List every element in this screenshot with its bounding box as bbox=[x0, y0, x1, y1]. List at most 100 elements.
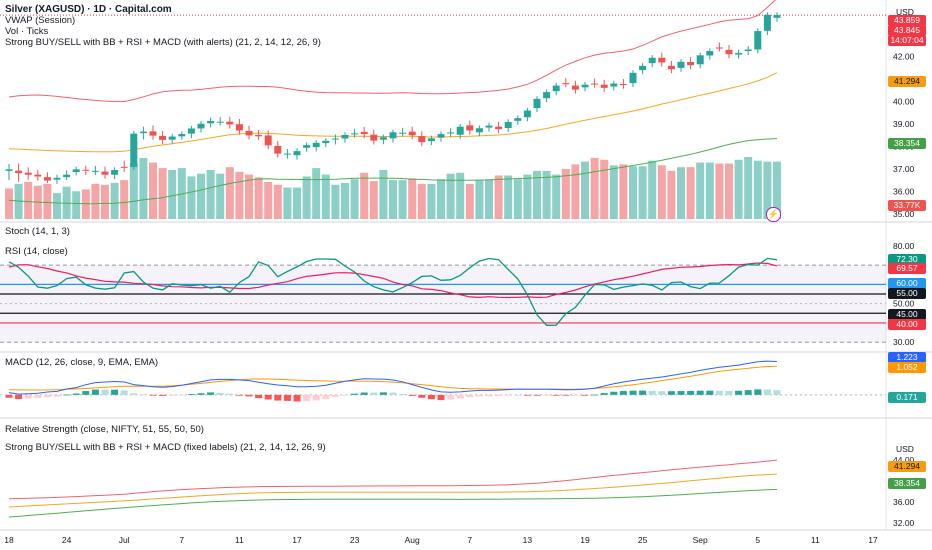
rsi-ma-value-label: 69.57 bbox=[888, 263, 926, 274]
strategy-fixed-labels-title[interactable]: Strong BUY/SELL with BB + RSI + MACD (fi… bbox=[5, 442, 326, 453]
macd-histogram-bar bbox=[370, 392, 378, 395]
lower-pane-tick-label: 36.00 bbox=[893, 497, 915, 507]
candle-body bbox=[687, 62, 695, 66]
candle-body bbox=[43, 177, 51, 181]
volume-bar bbox=[504, 175, 513, 219]
rsi-level-55-label: 55.00 bbox=[888, 288, 926, 299]
volume-bar bbox=[753, 160, 762, 219]
volume-bar bbox=[417, 183, 426, 219]
candle-body bbox=[149, 131, 157, 136]
price-tick-label: 40.00 bbox=[893, 97, 915, 107]
volume-bar bbox=[91, 183, 100, 219]
macd-histogram-bar bbox=[360, 392, 368, 395]
time-tick-label: 7 bbox=[179, 535, 184, 545]
candle-body bbox=[303, 145, 311, 148]
macd-histogram-bar bbox=[245, 394, 253, 397]
candle-body bbox=[216, 121, 224, 123]
macd-histogram-bar bbox=[725, 390, 733, 395]
macd-histogram-bar bbox=[619, 391, 627, 395]
candle-body bbox=[283, 153, 291, 155]
candle-body bbox=[725, 49, 733, 55]
macd-histogram-bar bbox=[5, 394, 13, 398]
rsi-level-40-label: 40.00 bbox=[888, 319, 926, 330]
candle-body bbox=[658, 57, 666, 63]
rsi-pane-title[interactable]: RSI (14, close) bbox=[5, 246, 68, 257]
macd-histogram-bar bbox=[533, 394, 541, 396]
volume-bar bbox=[657, 165, 666, 219]
candle-body bbox=[293, 151, 301, 156]
candle-body bbox=[543, 92, 551, 99]
macd-histogram-bar bbox=[754, 389, 762, 395]
currency-label-lower: USD bbox=[896, 444, 914, 454]
volume-bar bbox=[734, 159, 743, 219]
time-tick-label: Aug bbox=[405, 535, 420, 545]
volume-bar bbox=[677, 167, 685, 219]
candle-body bbox=[418, 136, 426, 143]
time-tick-label: 24 bbox=[62, 535, 72, 545]
macd-histogram-bar bbox=[399, 393, 407, 395]
volume-bar bbox=[264, 181, 273, 219]
volume-indicator-label[interactable]: Vol · Ticks bbox=[5, 26, 49, 37]
volume-bar bbox=[350, 179, 359, 219]
macd-histogram-bar bbox=[111, 389, 119, 395]
volume-bar bbox=[648, 160, 657, 219]
volume-bar bbox=[129, 163, 138, 219]
strategy-indicator-label[interactable]: Strong BUY/SELL with BB + RSI + MACD (wi… bbox=[5, 37, 321, 48]
alert-bolt-icon[interactable]: ⚡ bbox=[766, 207, 781, 222]
volume-bar bbox=[206, 169, 215, 219]
volume-bar bbox=[53, 193, 61, 219]
candle-body bbox=[735, 53, 743, 55]
vwap-indicator-label[interactable]: VWAP (Session) bbox=[5, 15, 76, 26]
symbol-title[interactable]: Silver (XAGUSD) · 1D · Capital.com bbox=[5, 4, 172, 15]
macd-value-label: 1.223 bbox=[888, 352, 926, 363]
candle-body bbox=[312, 142, 320, 148]
candle-body bbox=[581, 84, 589, 88]
candle-body bbox=[255, 134, 263, 137]
volume-bar bbox=[552, 174, 561, 219]
volume-bar bbox=[225, 167, 234, 219]
relative-strength-pane-title[interactable]: Relative Strength (close, NIFTY, 51, 55,… bbox=[5, 424, 204, 435]
macd-histogram-bar bbox=[274, 394, 282, 401]
time-tick-label: 11 bbox=[235, 535, 244, 545]
macd-pane-title[interactable]: MACD (12, 26, close, 9, EMA, EMA) bbox=[5, 357, 159, 368]
stoch-pane-title[interactable]: Stoch (14, 1, 3) bbox=[5, 226, 70, 237]
candle-body bbox=[552, 85, 560, 92]
macd-histogram-bar bbox=[696, 390, 704, 395]
candle-body bbox=[696, 55, 704, 65]
candle-body bbox=[235, 124, 243, 131]
macd-histogram-bar bbox=[149, 394, 157, 396]
volume-bar bbox=[705, 162, 714, 219]
lower-pane-lower-band-label: 38.354 bbox=[888, 478, 926, 489]
macd-histogram-bar bbox=[514, 394, 522, 396]
candle-body bbox=[331, 138, 339, 140]
candle-body bbox=[245, 130, 253, 136]
volume-bar bbox=[619, 164, 628, 219]
macd-histogram-bar bbox=[82, 391, 90, 395]
macd-histogram-bar bbox=[485, 394, 493, 397]
lower-pane-lower-line bbox=[8, 489, 778, 518]
macd-histogram-bar bbox=[139, 394, 147, 396]
candle-body bbox=[600, 84, 608, 88]
candle-body bbox=[178, 134, 186, 137]
macd-histogram-bar bbox=[283, 394, 291, 401]
bb-lower-price-label: 38.354 bbox=[888, 138, 926, 149]
volume-bar bbox=[235, 171, 244, 219]
volume-bar bbox=[158, 168, 167, 219]
volume-bar bbox=[293, 187, 301, 219]
volume-bar bbox=[523, 174, 532, 219]
macd-histogram-bar bbox=[744, 390, 752, 395]
candle-body bbox=[322, 140, 330, 144]
macd-histogram-bar bbox=[504, 394, 512, 396]
candle-body bbox=[773, 15, 781, 18]
volume-bar bbox=[667, 170, 676, 219]
lower-pane-tick-label: 32.00 bbox=[893, 518, 915, 528]
volume-bar bbox=[533, 170, 541, 219]
macd-histogram-bar bbox=[53, 394, 61, 397]
macd-histogram-bar bbox=[600, 393, 608, 395]
rsi-line bbox=[8, 257, 778, 326]
volume-bar bbox=[43, 183, 52, 219]
macd-histogram-bar bbox=[427, 394, 435, 400]
volume-bar bbox=[110, 182, 119, 219]
macd-histogram-bar bbox=[130, 393, 138, 395]
